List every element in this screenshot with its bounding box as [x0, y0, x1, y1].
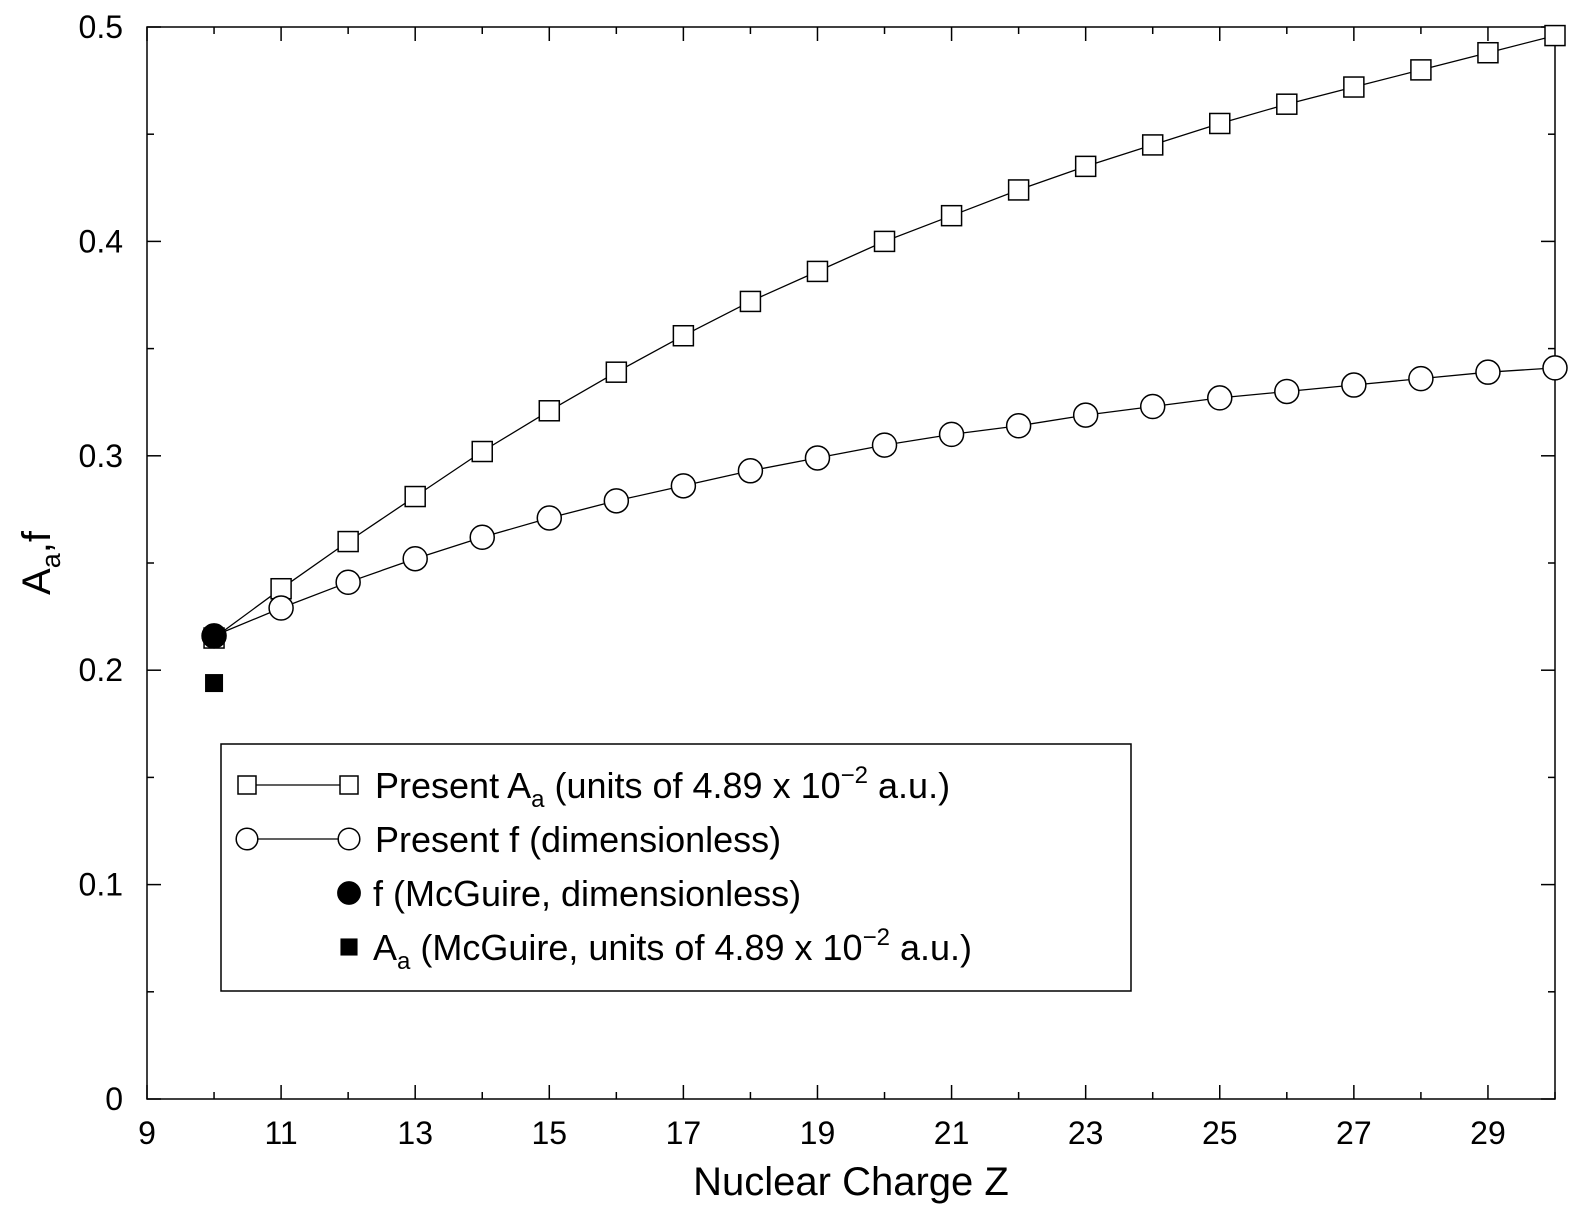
filled-circle-marker	[337, 881, 361, 905]
circle-marker	[536, 505, 563, 531]
square-marker	[404, 485, 426, 508]
y-tick-label: 0	[105, 1081, 123, 1117]
circle-marker	[469, 524, 495, 551]
circle-marker	[1475, 359, 1501, 385]
filled-square-marker	[340, 938, 358, 956]
square-marker	[237, 775, 257, 795]
circle-marker	[737, 458, 764, 484]
square-marker	[1276, 93, 1298, 115]
legend-label: f (McGuire, dimensionless)	[373, 873, 801, 914]
legend-label-part: a	[531, 786, 545, 813]
circle-marker	[337, 827, 361, 851]
filled-square-marker	[205, 674, 224, 693]
square-marker	[1410, 59, 1432, 81]
legend-label-part: (units of 4.89 x 10	[544, 765, 840, 806]
legend-label-part: A	[373, 927, 397, 968]
square-marker	[1544, 24, 1566, 47]
x-tick-label: 25	[1202, 1115, 1238, 1151]
square-marker	[1141, 134, 1164, 156]
axis-ticks	[146, 26, 1556, 1100]
circle-marker	[871, 432, 898, 458]
square-marker	[873, 230, 896, 253]
x-tick-label: 23	[1068, 1115, 1104, 1151]
x-axis-title: Nuclear Charge Z	[693, 1160, 1009, 1204]
y-axis-title-rest: ,f	[15, 530, 59, 553]
y-tick-label: 0.1	[79, 867, 123, 903]
x-tick-label: 15	[531, 1115, 567, 1151]
circle-marker	[670, 473, 697, 499]
legend-label-part: Present f (dimensionless)	[375, 819, 781, 860]
legend-label-part: f (McGuire, dimensionless)	[373, 873, 801, 914]
square-marker	[471, 440, 493, 463]
legend-label-part: −2	[841, 762, 868, 789]
circle-marker	[1072, 402, 1099, 428]
y-axis-title: Aa,f	[15, 530, 66, 595]
square-marker	[339, 775, 359, 795]
circle-marker	[1341, 372, 1367, 398]
circle-marker	[1005, 413, 1032, 439]
circle-marker	[335, 569, 361, 596]
x-tick-label: 11	[264, 1115, 297, 1151]
legend-label: Present Aa (units of 4.89 x 10−2 a.u.)	[375, 762, 950, 813]
x-tick-label: 9	[138, 1115, 156, 1151]
square-marker	[337, 530, 359, 553]
circle-marker	[1274, 378, 1300, 405]
legend-box	[220, 743, 1132, 992]
series-3	[205, 674, 224, 693]
x-tick-label: 27	[1336, 1115, 1372, 1151]
square-marker	[940, 204, 963, 227]
square-marker	[1343, 76, 1365, 98]
legend-label-part: (McGuire, units of 4.89 x 10	[410, 927, 862, 968]
legend-label-part: Present A	[375, 765, 531, 806]
x-tick-label: 21	[934, 1115, 970, 1151]
legend-label-part: a.u.)	[890, 927, 972, 968]
circle-marker	[402, 545, 428, 572]
legend-label-part: a	[397, 948, 411, 975]
y-tick-label: 0.4	[79, 223, 123, 259]
x-tick-label: 17	[666, 1115, 702, 1151]
legend: Present Aa (units of 4.89 x 10−2 a.u.)Pr…	[220, 743, 1132, 992]
square-marker	[672, 324, 695, 347]
square-marker	[605, 361, 628, 383]
square-marker	[1209, 112, 1231, 135]
square-marker	[1007, 179, 1030, 201]
square-marker	[1074, 155, 1097, 178]
y-tick-label: 0.2	[79, 652, 123, 688]
circle-marker	[235, 827, 259, 851]
circle-marker	[268, 595, 294, 621]
series-1	[201, 355, 1568, 649]
circle-marker	[1207, 385, 1233, 411]
legend-label-part: a.u.)	[868, 765, 950, 806]
x-tick-label: 13	[397, 1115, 433, 1151]
series-2	[201, 623, 227, 649]
filled-circle-marker	[201, 623, 227, 649]
legend-label: Aa (McGuire, units of 4.89 x 10−2 a.u.)	[373, 924, 972, 975]
circle-marker	[603, 488, 630, 514]
square-marker	[1477, 41, 1499, 64]
series-layer	[201, 24, 1568, 693]
square-marker	[739, 290, 762, 313]
legend-label: Present f (dimensionless)	[375, 819, 781, 860]
circle-marker	[938, 421, 965, 448]
y-tick-label: 0.5	[79, 9, 123, 45]
legend-label-part: −2	[863, 924, 890, 951]
square-marker	[806, 260, 829, 283]
circle-marker	[1139, 393, 1166, 420]
x-tick-label: 29	[1470, 1115, 1506, 1151]
circle-marker	[804, 445, 831, 471]
tick-labels: 9 11 13 15 17 19 21 23 25 27 29 0 0.1 0.2 0.3 0.4 0.5	[79, 9, 1506, 1151]
circle-marker	[1408, 365, 1434, 392]
y-axis-title-sub: a	[36, 552, 66, 568]
circle-marker	[1542, 355, 1568, 381]
y-axis-title-main: A	[15, 568, 59, 595]
y-tick-label: 0.3	[79, 438, 123, 474]
square-marker	[538, 400, 561, 422]
x-tick-label: 19	[800, 1115, 836, 1151]
